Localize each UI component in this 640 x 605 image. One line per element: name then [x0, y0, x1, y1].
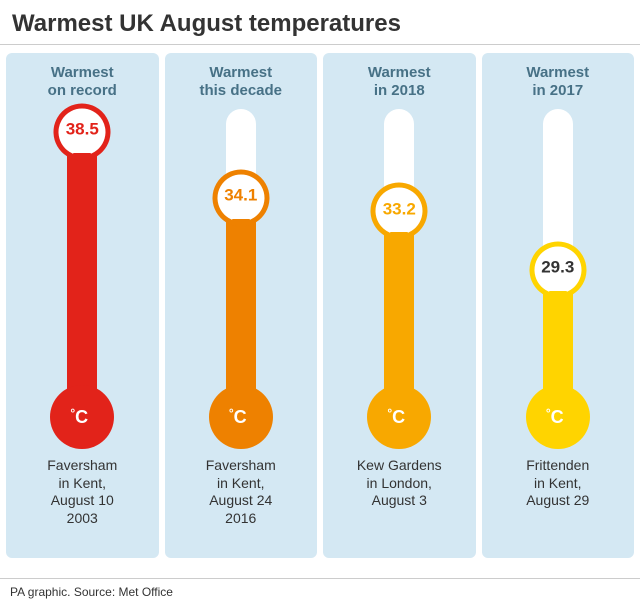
thermometer: °C 33.2 — [359, 109, 439, 449]
unit-label: °C — [70, 406, 88, 428]
value-marker: 34.1 — [212, 169, 270, 227]
panel-caption: Warmest in 2018 — [368, 63, 431, 101]
panel-caption: Warmest this decade — [199, 63, 282, 101]
chart-title: Warmest UK August temperatures — [0, 0, 640, 44]
location-caption: Frittenden in Kent, August 29 — [522, 457, 593, 510]
value-text: 29.3 — [541, 259, 574, 276]
panel-caption: Warmest on record — [48, 63, 117, 101]
value-text: 33.2 — [383, 200, 416, 217]
thermometer: °C 29.3 — [518, 109, 598, 449]
thermometer-bulb: °C — [50, 385, 114, 449]
thermometer-panel: Warmest in 2017 °C 29.3 Frittenden in Ke… — [482, 53, 635, 558]
thermometer-fill — [67, 132, 97, 418]
thermometer-row: Warmest on record °C 38.5 Faversham in K… — [0, 53, 640, 558]
unit-label: °C — [229, 406, 247, 428]
panel-caption: Warmest in 2017 — [526, 63, 589, 101]
caption-line1: Warmest — [368, 64, 431, 81]
caption-line1: Warmest — [51, 64, 114, 81]
caption-line1: Warmest — [526, 64, 589, 81]
thermometer: °C 34.1 — [201, 109, 281, 449]
thermometer-panel: Warmest in 2018 °C 33.2 Kew Gardens in L… — [323, 53, 476, 558]
thermometer-bulb: °C — [526, 385, 590, 449]
value-text: 34.1 — [224, 187, 257, 204]
footer-credit: PA graphic. Source: Met Office — [0, 578, 640, 605]
unit-label: °C — [387, 406, 405, 428]
value-marker: 38.5 — [53, 103, 111, 161]
value-text: 38.5 — [66, 121, 99, 138]
caption-line2: this decade — [199, 82, 282, 99]
caption-line2: on record — [48, 82, 117, 99]
thermometer: °C 38.5 — [42, 109, 122, 449]
location-caption: Kew Gardens in London, August 3 — [353, 457, 446, 510]
location-caption: Faversham in Kent, August 24 2016 — [202, 457, 280, 527]
thermometer-panel: Warmest on record °C 38.5 Faversham in K… — [6, 53, 159, 558]
thermometer-bulb: °C — [367, 385, 431, 449]
unit-label: °C — [546, 406, 564, 428]
value-marker: 33.2 — [370, 182, 428, 240]
thermometer-panel: Warmest this decade °C 34.1 Faversham in… — [165, 53, 318, 558]
thermometer-bulb: °C — [209, 385, 273, 449]
value-marker: 29.3 — [529, 241, 587, 299]
caption-line2: in 2018 — [374, 82, 425, 99]
divider — [0, 44, 640, 45]
caption-line2: in 2017 — [532, 82, 583, 99]
location-caption: Faversham in Kent, August 10 2003 — [43, 457, 121, 527]
caption-line1: Warmest — [209, 64, 272, 81]
